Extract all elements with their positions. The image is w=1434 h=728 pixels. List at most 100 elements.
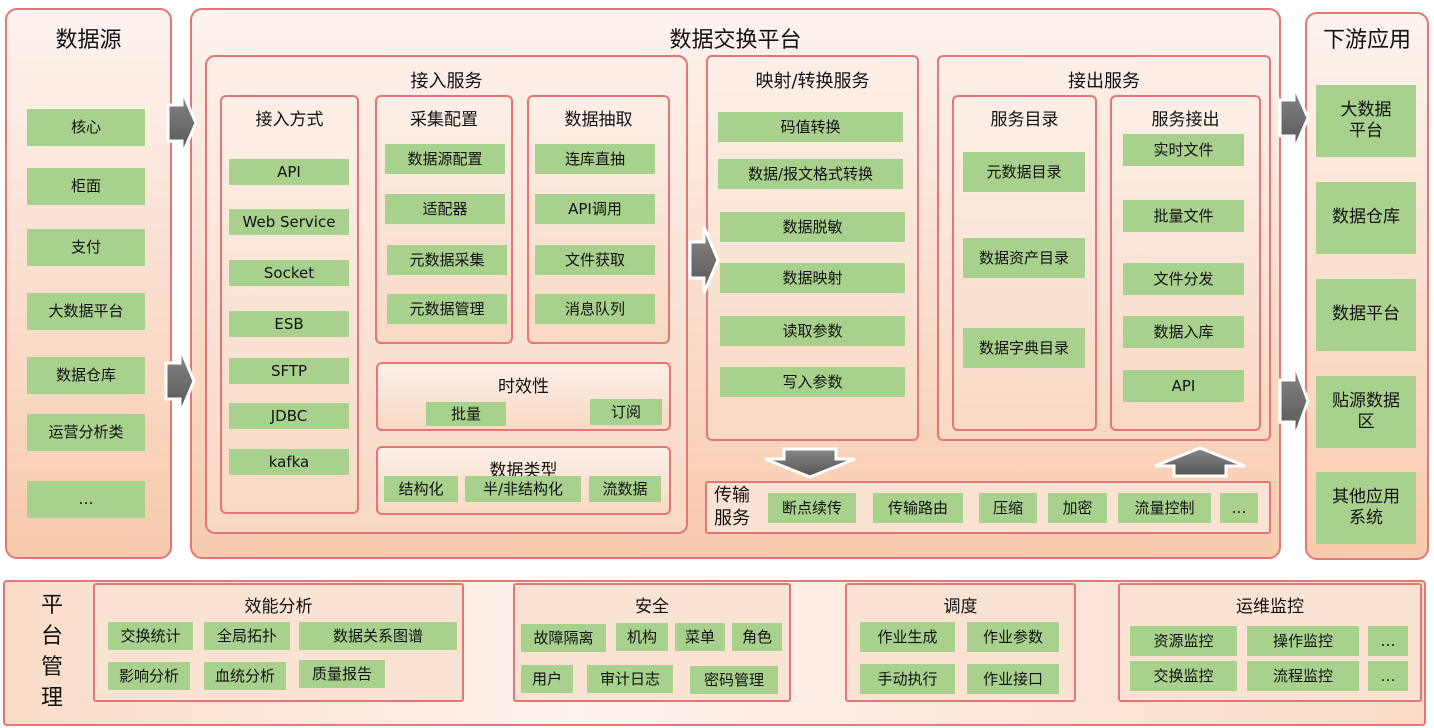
transport-item: 传输路由: [873, 493, 963, 523]
source-item: 支付: [27, 229, 145, 266]
group-title: 服务目录: [990, 110, 1059, 130]
arrow-up-icon: [1154, 446, 1246, 478]
datatype-item: 半/非结构化: [465, 476, 581, 502]
panel-title: 数据交换平台: [669, 28, 802, 53]
mapping-item: 数据映射: [720, 263, 905, 293]
ops-item: 资源监控: [1130, 626, 1237, 656]
collect-item: 元数据采集: [387, 245, 507, 275]
ops-item: 操作监控: [1247, 626, 1359, 656]
security-item: 用户: [521, 665, 573, 693]
method-item: Socket: [229, 260, 349, 286]
mapping-item: 读取参数: [720, 316, 905, 346]
egress-item: 批量文件: [1123, 200, 1244, 232]
security-item: 菜单: [675, 623, 725, 651]
group-title: 安全: [635, 597, 669, 617]
group-title: 运维监控: [1236, 597, 1304, 617]
method-item: JDBC: [229, 403, 349, 429]
downstream-item: 数据仓库: [1316, 182, 1416, 254]
source-item: …: [27, 481, 145, 518]
source-item: 大数据平台: [27, 293, 145, 330]
arrow-right-icon: [688, 226, 720, 294]
method-item: SFTP: [229, 358, 349, 384]
perf-item: 影响分析: [108, 662, 190, 690]
security-item: 故障隔离: [521, 624, 606, 652]
ops-item: …: [1368, 661, 1408, 691]
arrow-right-icon: [166, 90, 198, 156]
panel-title: 下游应用: [1322, 28, 1411, 53]
schedule-item: 作业接口: [967, 664, 1059, 694]
catalog-item: 数据资产目录: [963, 238, 1085, 278]
section-title: 接入服务: [410, 71, 483, 92]
ops-item: …: [1368, 626, 1408, 656]
security-item: 密码管理: [690, 666, 778, 694]
arrow-right-icon: [1278, 85, 1310, 151]
transport-title: 传输服务: [714, 485, 750, 529]
transport-item: 断点续传: [768, 493, 856, 523]
collect-item: 元数据管理: [387, 294, 507, 324]
arrow-down-icon: [764, 447, 856, 479]
group-title: 时效性: [498, 377, 549, 397]
perf-item: 交换统计: [108, 622, 193, 650]
timeliness-item: 批量: [426, 402, 506, 426]
source-item: 运营分析类: [27, 414, 145, 451]
collect-item: 适配器: [385, 194, 505, 224]
downstream-item: 贴源数据区: [1316, 376, 1416, 448]
extract-item: 文件获取: [535, 245, 655, 275]
group-title: 采集配置: [410, 110, 478, 130]
timeliness-item: 订阅: [590, 399, 662, 425]
panel-title: 数据源: [55, 28, 122, 53]
group-title: 数据抽取: [564, 110, 633, 130]
section-title: 映射/转换服务: [755, 71, 870, 92]
mapping-item: 写入参数: [720, 367, 905, 397]
method-item: kafka: [229, 449, 349, 475]
catalog-item: 元数据目录: [963, 152, 1085, 192]
source-item: 核心: [27, 109, 145, 146]
downstream-item: 其他应用系统: [1316, 472, 1416, 544]
egress-item: 实时文件: [1123, 134, 1244, 166]
method-item: API: [229, 159, 349, 185]
schedule-item: 手动执行: [860, 664, 955, 694]
arrow-right-icon: [164, 347, 196, 415]
security-item: 机构: [616, 623, 668, 651]
schedule-item: 作业参数: [967, 622, 1059, 652]
source-item: 柜面: [27, 168, 145, 205]
egress-item: 文件分发: [1123, 263, 1244, 295]
method-item: ESB: [229, 311, 349, 337]
mapping-item: 数据/报文格式转换: [718, 159, 903, 189]
datatype-item: 结构化: [384, 476, 458, 502]
group-title: 服务接出: [1151, 110, 1220, 130]
extract-item: API调用: [535, 194, 655, 224]
perf-item: 质量报告: [299, 660, 385, 688]
transport-item: 流量控制: [1118, 493, 1211, 523]
section-title: 接出服务: [1068, 71, 1140, 92]
downstream-item: 数据平台: [1316, 279, 1416, 351]
group-title: 效能分析: [244, 597, 313, 617]
perf-item: 血统分析: [204, 662, 286, 690]
collect-item: 数据源配置: [385, 144, 505, 174]
catalog-item: 数据字典目录: [963, 328, 1085, 368]
group-title: 接入方式: [255, 110, 324, 130]
ops-item: 流程监控: [1247, 661, 1359, 691]
egress-item: 数据入库: [1123, 316, 1244, 348]
schedule-item: 作业生成: [860, 622, 955, 652]
group-title: 调度: [943, 597, 978, 617]
egress-item: API: [1123, 370, 1244, 402]
mapping-item: 数据脱敏: [720, 212, 905, 242]
perf-item: 数据关系图谱: [299, 622, 457, 650]
datatype-item: 流数据: [589, 476, 661, 502]
ops-item: 交换监控: [1130, 661, 1237, 691]
transport-item: 加密: [1048, 493, 1107, 523]
method-item: Web Service: [229, 209, 349, 235]
mapping-item: 码值转换: [718, 112, 903, 142]
security-item: 角色: [732, 623, 782, 651]
arrow-right-icon: [1278, 362, 1310, 440]
extract-item: 消息队列: [535, 294, 655, 324]
transport-item: …: [1220, 493, 1258, 523]
transport-item: 压缩: [979, 493, 1037, 523]
perf-item: 全局拓扑: [204, 622, 290, 650]
source-item: 数据仓库: [27, 357, 145, 394]
security-item: 审计日志: [587, 665, 673, 693]
downstream-item: 大数据平台: [1316, 85, 1416, 157]
timeliness: 时效性: [376, 362, 671, 431]
management-title: 平台管理: [41, 593, 64, 711]
